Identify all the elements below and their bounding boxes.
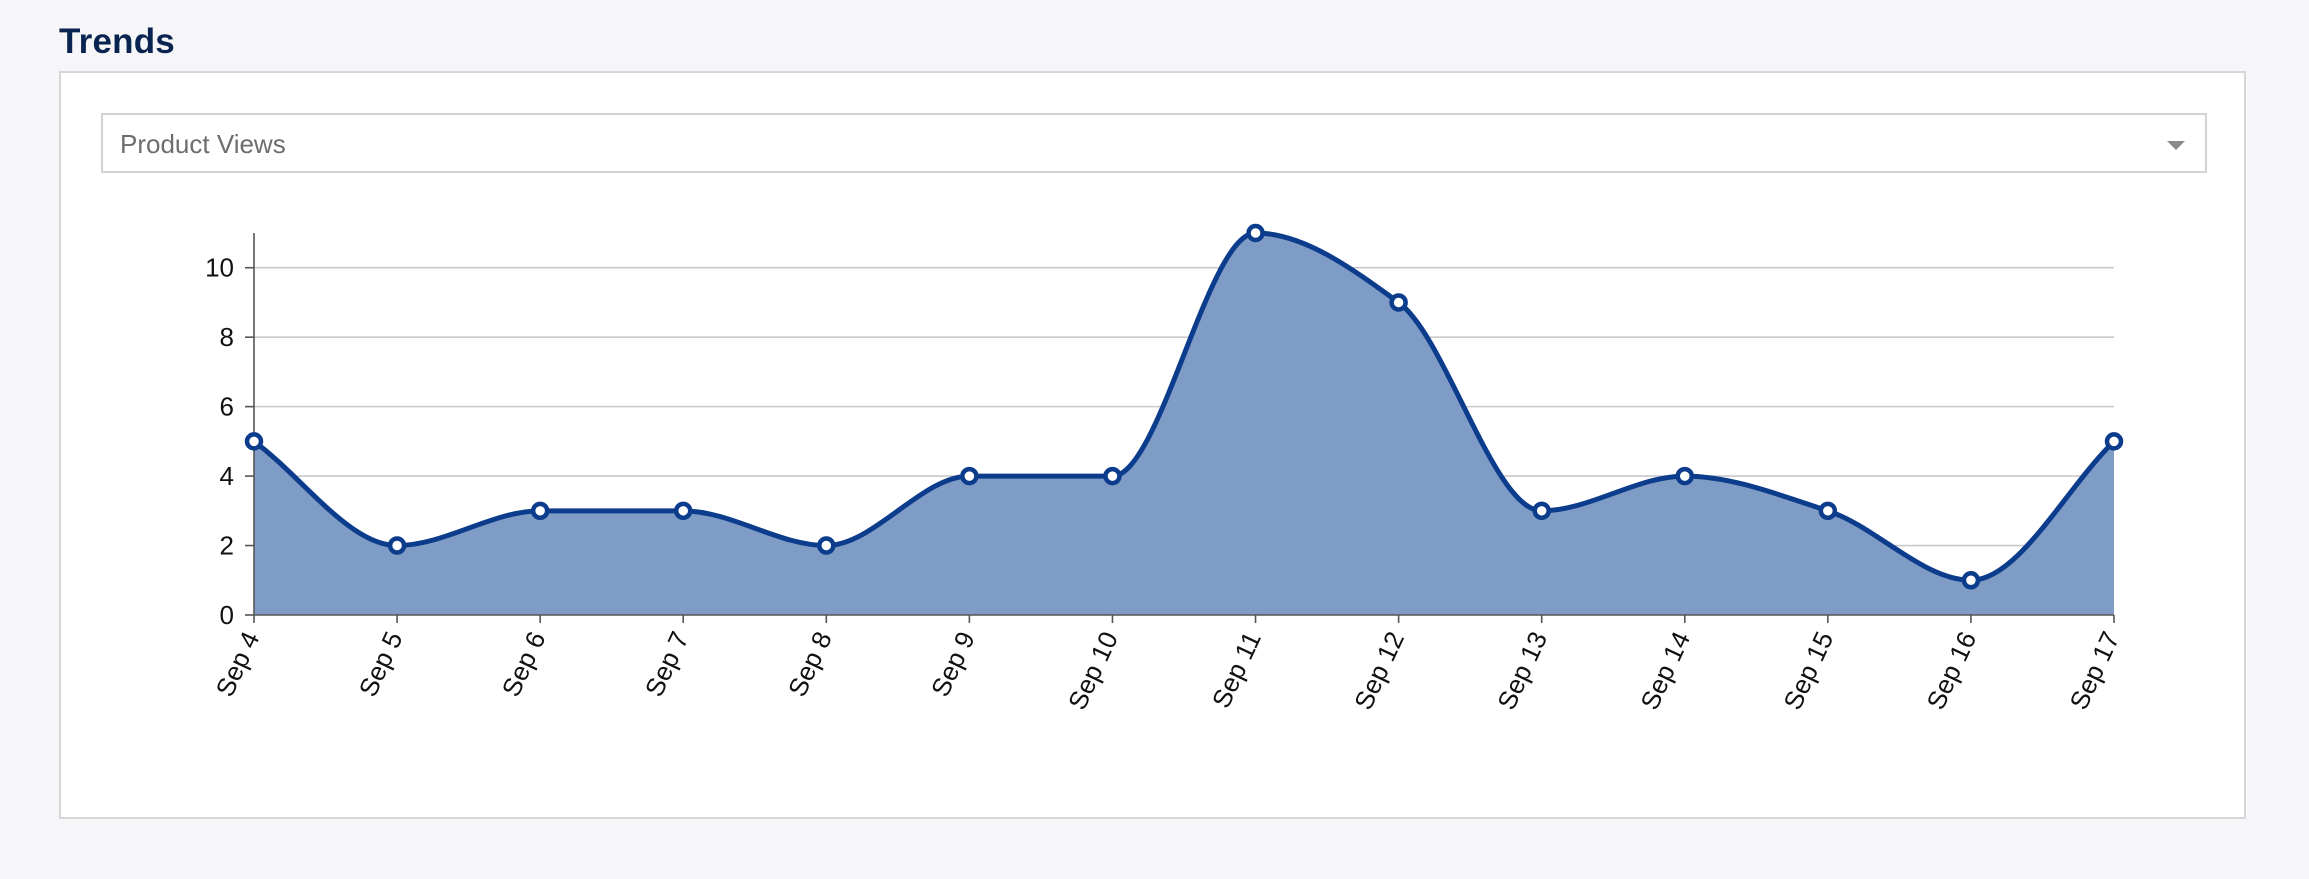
chevron-down-icon[interactable] (2167, 141, 2185, 150)
data-points (244, 223, 2124, 590)
y-tick-label: 0 (220, 600, 234, 630)
data-point[interactable] (1961, 571, 1981, 590)
data-point[interactable] (960, 466, 979, 486)
data-point[interactable] (673, 501, 693, 521)
x-tick-label: Sep 14 (1634, 627, 1696, 714)
data-point[interactable] (1103, 466, 1122, 486)
trends-panel: Product Views 0 2 4 6 8 10 Sep 4 Sep 5 Sep 6 Sep… (59, 71, 2246, 819)
x-tick-label: Sep 8 (782, 627, 838, 701)
data-point[interactable] (1532, 501, 1551, 521)
y-tick-label: 10 (205, 253, 234, 283)
x-tick-label: Sep 13 (1491, 627, 1553, 714)
x-tick-label: Sep 7 (639, 627, 695, 701)
data-point[interactable] (1246, 223, 1265, 243)
data-point[interactable] (2104, 432, 2124, 451)
x-tick-label: Sep 10 (1062, 627, 1124, 714)
x-tick-label: Sep 6 (496, 627, 552, 701)
area-fill (254, 233, 2114, 615)
x-tick-label: Sep 5 (353, 627, 409, 701)
data-point[interactable] (530, 501, 550, 521)
data-point[interactable] (387, 536, 407, 555)
metric-select-value: Product Views (120, 129, 286, 159)
x-tick-label: Sep 12 (1348, 627, 1410, 714)
y-tick-label: 4 (220, 461, 234, 491)
x-tick-label: Sep 15 (1777, 627, 1839, 714)
x-tick-label: Sep 9 (925, 627, 981, 701)
y-tick-label: 8 (220, 322, 234, 352)
y-tick-label: 2 (220, 531, 234, 561)
data-point[interactable] (817, 536, 836, 555)
y-tick-label: 6 (220, 392, 234, 422)
x-tick-label: Sep 17 (2063, 627, 2125, 714)
x-tick-label: Sep 11 (1206, 627, 1267, 713)
data-point[interactable] (244, 432, 264, 451)
metric-select[interactable]: Product Views (101, 113, 2207, 173)
data-point[interactable] (1389, 293, 1408, 312)
y-axis-tick-labels: 0 2 4 6 8 10 (205, 253, 254, 630)
data-point[interactable] (1818, 501, 1838, 521)
section-title: Trends (59, 22, 175, 61)
x-tick-label: Sep 4 (210, 627, 266, 701)
x-tick-label: Sep 16 (1920, 627, 1982, 714)
data-point[interactable] (1675, 466, 1695, 486)
x-axis-tick-labels: Sep 4 Sep 5 Sep 6 Sep 7 Sep 8 Sep 9 Sep 10 Sep … (210, 615, 2125, 714)
